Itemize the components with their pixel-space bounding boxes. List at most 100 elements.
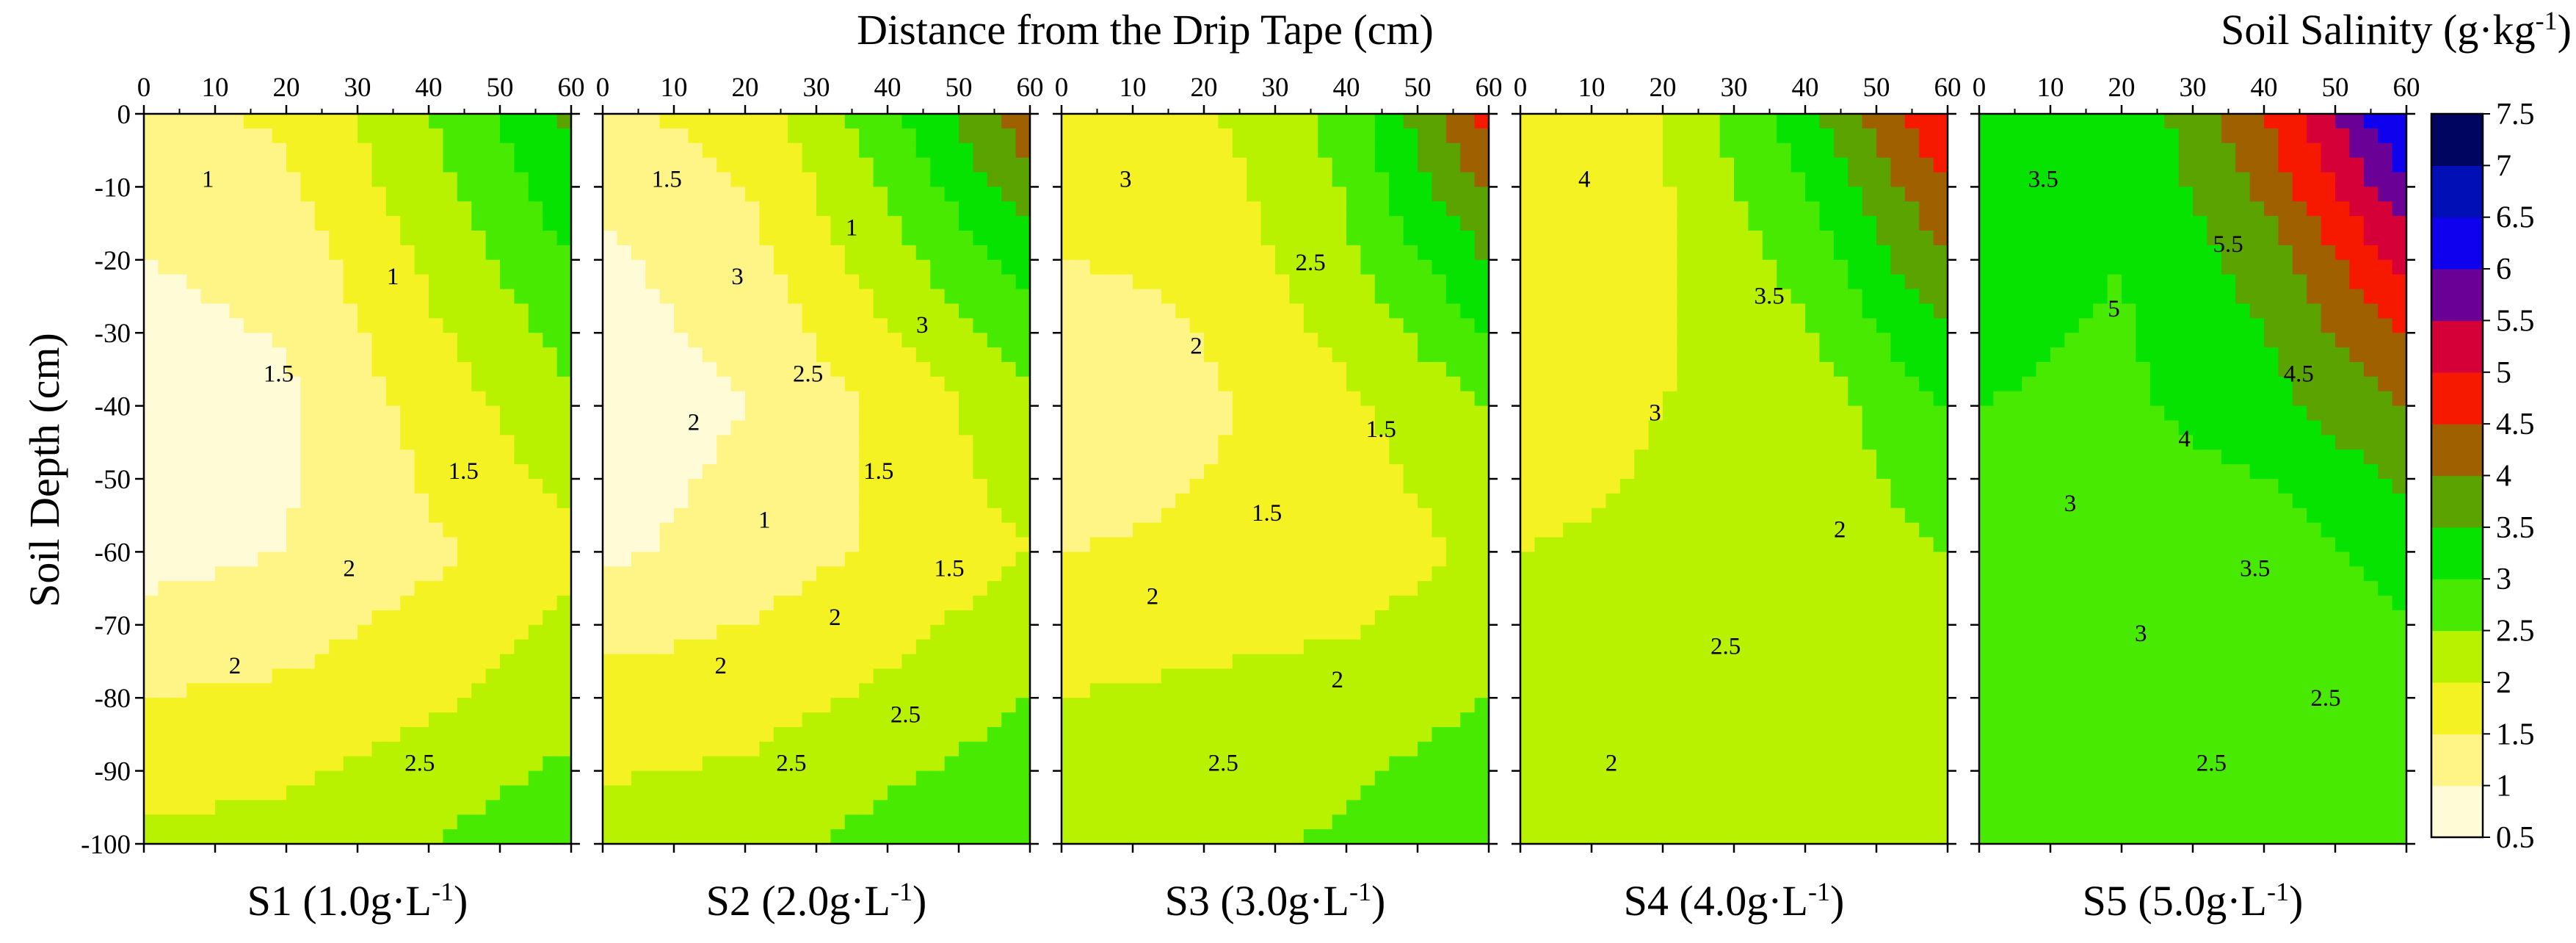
contour-cell (1677, 187, 1692, 203)
contour-cell (329, 172, 344, 188)
contour-cell (514, 449, 529, 465)
contour-cell (844, 712, 860, 728)
contour-cell (300, 712, 316, 728)
contour-cell (788, 596, 803, 611)
contour-cell (1147, 347, 1162, 363)
contour-cell (500, 712, 515, 728)
contour-cell (1275, 581, 1291, 596)
contour-cell (1360, 216, 1376, 231)
contour-cell (1175, 683, 1191, 698)
contour-cell (973, 668, 988, 684)
contour-cell (1904, 142, 1920, 159)
contour-cell (200, 726, 216, 743)
contour-cell (1374, 566, 1390, 582)
contour-cell (1534, 114, 1550, 129)
contour-cell (1403, 172, 1418, 188)
contour-cell (543, 449, 558, 465)
contour-cell (802, 537, 817, 553)
contour-cell (556, 756, 572, 772)
contour-cell (1089, 800, 1105, 816)
contour-cell (500, 668, 515, 684)
contour-cell (286, 201, 302, 217)
contour-cell (1015, 624, 1031, 640)
contour-cell (485, 493, 501, 509)
contour-cell (514, 507, 529, 524)
contour-cell (371, 756, 387, 772)
contour-cell (528, 537, 543, 553)
contour-cell (973, 420, 988, 436)
contour-cell (730, 581, 746, 596)
contour-cell (745, 596, 761, 611)
contour-cell (400, 814, 416, 830)
contour-cell (329, 493, 344, 509)
contour-cell (514, 829, 529, 845)
contour-cell (745, 566, 761, 582)
contour-cell (172, 259, 187, 275)
contour-cell (1403, 157, 1418, 173)
contour-cell (1474, 639, 1490, 655)
contour-cell (471, 552, 487, 568)
contour-cell (1762, 128, 1777, 144)
contour-cell (645, 201, 661, 217)
contour-cell (1432, 552, 1447, 568)
contour-cell (688, 231, 703, 246)
contour-cell (631, 187, 646, 203)
contour-cell (1189, 654, 1205, 670)
contour-cell (1919, 201, 1934, 217)
contour-cell (930, 172, 946, 188)
contour-cell (788, 376, 803, 392)
contour-cell (830, 624, 846, 640)
contour-cell (859, 333, 874, 348)
contour-cell (1275, 420, 1291, 436)
contour-cell (314, 596, 330, 611)
contour-cell (1563, 114, 1578, 129)
contour-cell (915, 726, 931, 743)
contour-cell (702, 464, 717, 480)
contour-cell (888, 289, 903, 305)
contour-cell (802, 405, 817, 422)
contour-cell (959, 142, 974, 159)
contour-cell (258, 347, 273, 363)
contour-cell (514, 596, 529, 611)
contour-cell (745, 712, 761, 728)
contour-cell (1175, 800, 1191, 816)
contour-cell (645, 289, 661, 305)
contour-cell (485, 726, 501, 743)
contour-cell (1318, 435, 1333, 451)
contour-cell (215, 537, 231, 553)
contour-cell (973, 391, 988, 407)
contour-cell (1389, 347, 1404, 363)
contour-cell (329, 231, 344, 246)
contour-cell (485, 361, 501, 377)
contour-cell (329, 726, 344, 743)
contour-cell (1389, 274, 1404, 290)
contour-cell (1862, 128, 1877, 144)
contour-cell (1474, 741, 1490, 757)
contour-cell (1777, 231, 1792, 246)
contour-cell (471, 172, 487, 188)
contour-cell (286, 639, 302, 655)
contour-cell (688, 128, 703, 144)
contour-cell (1360, 610, 1376, 626)
contour-cell (802, 274, 817, 290)
contour-cell (343, 479, 358, 494)
contour-cell (1104, 231, 1120, 246)
contour-cell (773, 654, 788, 670)
contour-cell (1548, 201, 1564, 217)
contour-cell (371, 507, 387, 524)
contour-cell (1204, 361, 1219, 377)
contour-cell (543, 785, 558, 801)
contour-cell (702, 770, 717, 787)
contour-cell (385, 128, 401, 144)
contour-cell (215, 493, 231, 509)
contour-cell (716, 624, 732, 640)
contour-cell (816, 405, 832, 422)
contour-cell (300, 114, 316, 129)
contour-cell (1833, 231, 1848, 246)
contour-cell (688, 420, 703, 436)
contour-cell (543, 245, 558, 261)
contour-cell (200, 610, 216, 626)
contour-cell (816, 289, 832, 305)
contour-cell (385, 800, 401, 816)
contour-cell (528, 376, 543, 392)
